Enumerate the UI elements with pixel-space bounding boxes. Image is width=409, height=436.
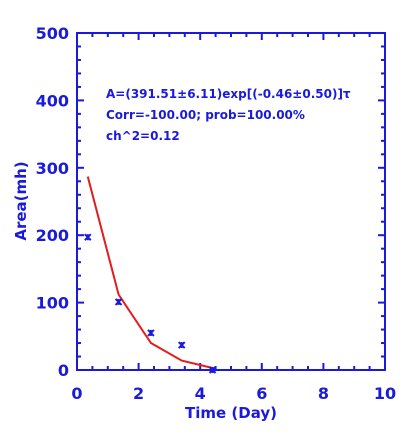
x-tick-label: 8 (318, 384, 329, 403)
x-tick-label: 4 (195, 384, 206, 403)
y-tick-label: 400 (36, 91, 69, 110)
data-point-4 (178, 341, 186, 349)
data-point-5 (208, 366, 217, 374)
y-tick-label: 100 (36, 294, 69, 313)
series-layer (84, 176, 217, 374)
x-tick-label: 6 (256, 384, 267, 403)
chi-square-text: ch^2=0.12 (106, 129, 180, 143)
x-tick-label: 2 (133, 384, 144, 403)
data-point-2 (114, 298, 123, 306)
x-axis-title: Time (Day) (185, 404, 277, 422)
plot-frame (76, 32, 386, 371)
annotation-group: A=(391.51±6.11)exp[(-0.46±0.50)]τ Corr=-… (106, 87, 351, 143)
y-tick-label: 300 (36, 159, 69, 178)
y-tick-label: 0 (58, 361, 69, 380)
data-point-1 (84, 233, 92, 241)
y-axis-title: Area(mh) (12, 161, 30, 240)
correlation-text: Corr=-100.00; prob=100.00% (106, 108, 305, 122)
fit-equation: A=(391.51±6.11)exp[(-0.46±0.50)]τ (106, 87, 351, 101)
x-tick-label: 10 (374, 384, 396, 403)
labels-group: Time (Day) Area(mh) (12, 161, 277, 422)
y-tick-label: 200 (36, 226, 69, 245)
axes-group (76, 32, 386, 371)
data-point-3 (147, 329, 155, 337)
x-tick-label: 0 (71, 384, 82, 403)
y-tick-label: 500 (36, 24, 69, 43)
fit-line (86, 176, 213, 369)
